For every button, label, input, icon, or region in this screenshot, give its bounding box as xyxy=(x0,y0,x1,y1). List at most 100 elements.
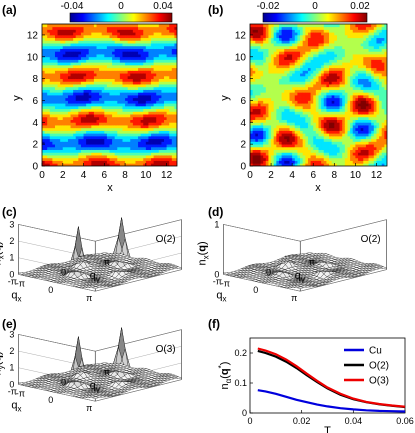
heat-cell xyxy=(112,51,116,55)
heat-cell xyxy=(300,59,304,63)
heat-cell xyxy=(294,45,298,49)
heat-cell xyxy=(158,127,162,131)
heat-cell xyxy=(143,155,147,159)
heat-cell xyxy=(140,89,144,93)
colorbar-b-tick-min: -0.02 xyxy=(257,1,280,12)
heat-cell xyxy=(54,138,58,142)
heat-cell xyxy=(278,37,283,41)
heat-cell xyxy=(255,86,259,90)
heat-cell xyxy=(323,48,327,52)
heat-cell xyxy=(78,133,82,137)
heat-cell xyxy=(143,37,147,41)
heat-cell xyxy=(112,37,116,41)
heat-cell xyxy=(62,100,66,104)
heat-cell xyxy=(313,24,317,28)
heat-cell xyxy=(271,70,275,74)
heat-cell xyxy=(86,155,90,159)
heat-cell xyxy=(122,108,126,112)
heat-cell xyxy=(273,78,277,82)
heat-cell xyxy=(271,157,275,161)
heat-cell xyxy=(344,64,348,69)
heat-cell xyxy=(260,133,264,137)
heat-cell xyxy=(315,119,319,123)
heat-cell xyxy=(255,157,259,161)
heat-cell xyxy=(307,32,311,36)
heat-cell xyxy=(42,160,45,164)
heat-cell xyxy=(143,144,147,148)
heat-cell xyxy=(347,152,351,156)
heat-cell xyxy=(75,73,79,77)
heat-cell xyxy=(132,34,136,39)
heat-cell xyxy=(169,141,173,145)
heat-cell xyxy=(257,24,261,28)
heat-cell xyxy=(286,59,290,63)
heat-cell xyxy=(302,135,306,140)
heat-cell xyxy=(148,157,152,161)
heat-cell xyxy=(286,95,290,99)
heat-cell xyxy=(119,114,123,118)
heat-cell xyxy=(302,34,306,39)
heat-cell xyxy=(75,119,79,123)
heat-cell xyxy=(135,135,139,140)
heat-cell xyxy=(307,75,311,80)
heat-cell xyxy=(44,54,48,58)
heat-cell xyxy=(268,40,272,44)
heat-cell xyxy=(49,138,53,142)
heat-cell xyxy=(135,146,139,151)
heat-cell xyxy=(135,133,139,137)
heat-cell xyxy=(119,97,123,101)
heat-cell xyxy=(278,78,283,82)
heat-cell xyxy=(47,114,51,118)
heat-cell xyxy=(263,26,267,30)
heat-cell xyxy=(265,43,269,47)
heat-cell xyxy=(101,108,105,112)
heat-cell xyxy=(318,86,322,90)
heat-cell xyxy=(106,141,110,145)
heat-cell xyxy=(86,122,90,126)
heat-cell xyxy=(54,141,58,145)
heat-cell xyxy=(101,62,105,66)
heat-cell xyxy=(60,81,64,85)
heat-cell xyxy=(171,119,175,123)
heat-cell xyxy=(350,138,354,142)
heat-cell xyxy=(292,103,296,107)
heat-cell xyxy=(91,89,95,93)
heat-cell xyxy=(326,105,330,110)
heat-cell xyxy=(268,155,272,159)
heat-cell xyxy=(73,54,77,58)
heat-cell xyxy=(109,45,113,49)
heat-cell xyxy=(164,111,168,115)
heat-cell xyxy=(122,84,126,88)
heat-cell xyxy=(73,43,77,47)
heat-cell xyxy=(286,43,290,47)
heat-cell xyxy=(140,103,144,107)
heat-cell xyxy=(358,51,362,55)
heat-cell xyxy=(75,133,79,137)
heat-cell xyxy=(347,149,351,153)
heat-cell xyxy=(83,111,87,115)
heat-cell xyxy=(104,163,108,166)
heat-cell xyxy=(342,48,346,52)
heat-cell xyxy=(281,160,285,164)
heat-cell xyxy=(54,119,58,123)
heat-cell xyxy=(86,97,90,101)
heat-cell xyxy=(44,97,48,101)
heat-cell xyxy=(75,144,79,148)
heat-cell xyxy=(352,152,356,156)
heat-cell xyxy=(83,59,87,63)
heat-cell xyxy=(143,32,147,36)
heat-cell xyxy=(70,86,74,90)
heat-cell xyxy=(307,111,311,115)
heat-cell xyxy=(166,130,170,134)
heat-cell xyxy=(347,135,351,140)
heat-cell xyxy=(138,119,142,123)
heat-cell xyxy=(80,160,84,164)
heat-cell xyxy=(78,97,82,101)
heat-cell xyxy=(78,56,82,60)
heat-cell xyxy=(358,149,362,153)
heat-cell xyxy=(323,37,327,41)
heat-cell xyxy=(310,163,314,166)
heat-cell xyxy=(132,59,136,63)
heat-cell xyxy=(65,86,69,90)
heat-cell xyxy=(127,48,131,52)
